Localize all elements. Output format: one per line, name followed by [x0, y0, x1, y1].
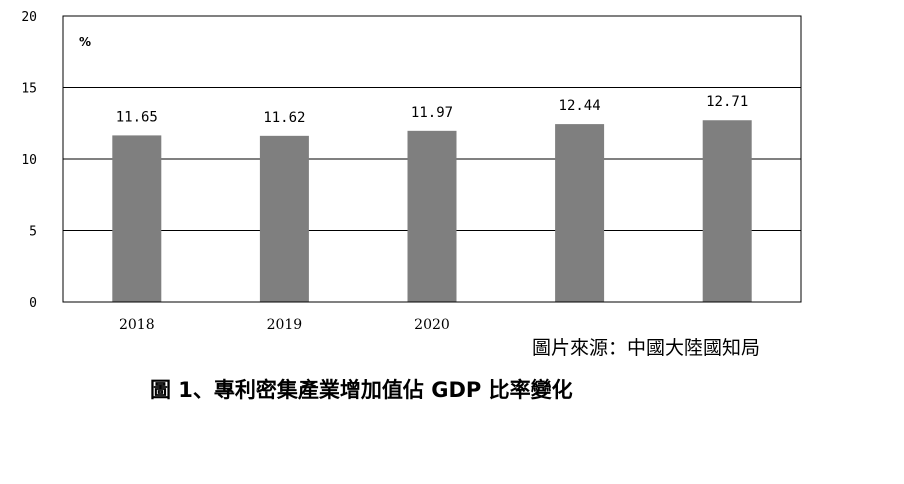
x-tick-label: 2019: [267, 317, 303, 333]
bar: [112, 135, 162, 302]
bar: [702, 120, 752, 302]
data-label: 11.65: [116, 109, 158, 125]
data-label: 11.97: [411, 105, 453, 121]
figure-caption: 圖 1、專利密集產業增加值佔 GDP 比率變化: [150, 378, 573, 402]
data-label: 11.62: [263, 110, 305, 126]
data-labels: 11.65 11.62 11.97 12.44 12.71: [116, 94, 749, 126]
x-axis-ticks: 2018 2019 2020: [119, 317, 450, 333]
plot-frame: [62, 15, 802, 303]
y-tick-label: 10: [21, 153, 37, 168]
y-unit-label: %: [79, 35, 91, 49]
y-tick-label: 5: [29, 225, 37, 240]
y-tick-label: 0: [29, 296, 37, 311]
bar: [407, 130, 457, 302]
bar: [555, 124, 605, 302]
data-label: 12.44: [559, 98, 601, 114]
y-tick-label: 20: [21, 10, 37, 25]
x-tick-label: 2018: [119, 317, 155, 333]
bar: [259, 135, 309, 302]
bars: [112, 120, 752, 302]
x-tick-label: 2020: [414, 317, 450, 333]
data-label: 12.71: [706, 94, 748, 110]
y-axis-ticks: 0 5 10 15 20: [21, 10, 37, 311]
source-note: 圖片來源：中國大陸國知局: [532, 337, 761, 359]
y-tick-label: 15: [21, 82, 37, 97]
